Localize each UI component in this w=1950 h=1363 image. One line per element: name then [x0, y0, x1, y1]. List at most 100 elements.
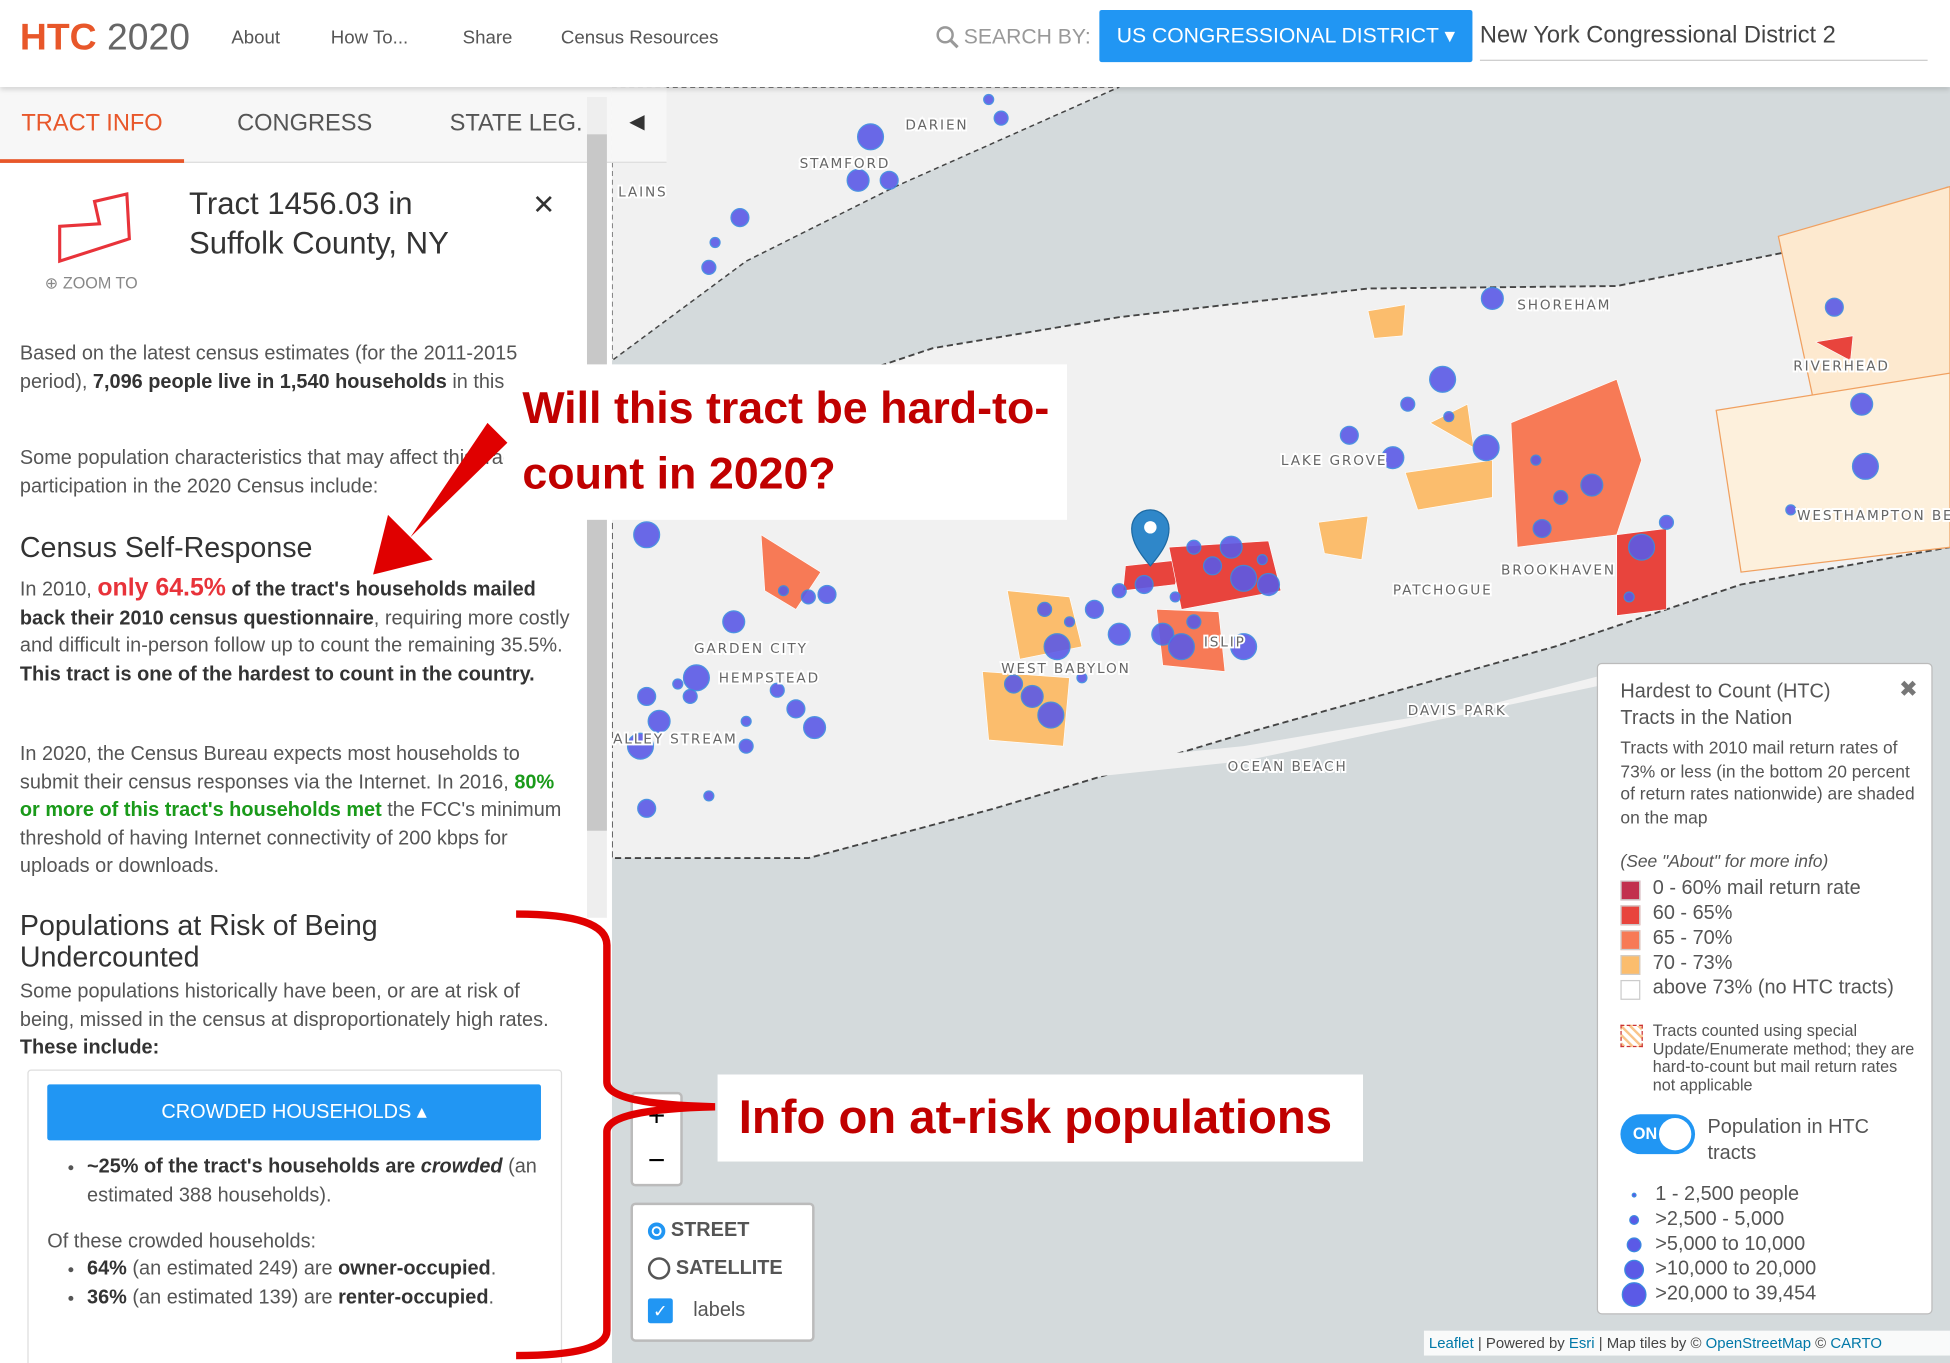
nav-link[interactable]: About — [231, 27, 281, 49]
population-dot — [1824, 297, 1844, 317]
population-dot — [1580, 473, 1604, 497]
link[interactable]: Esri — [1568, 1334, 1595, 1352]
nav-link[interactable]: Census Resources — [560, 27, 719, 49]
legend-special: Tracts counted using special Update/Enum… — [1652, 1021, 1915, 1094]
legend-label: 0 - 60% mail return rate — [1652, 877, 1861, 900]
text-italic: crowded — [420, 1156, 503, 1178]
population-dot — [1339, 425, 1359, 445]
population-dot — [701, 259, 717, 275]
tab[interactable]: STATE LEG. — [449, 110, 583, 137]
size-label: >10,000 to 20,000 — [1655, 1258, 1817, 1280]
logo[interactable]: HTC 2020 — [20, 17, 190, 59]
close-button[interactable]: ✕ — [532, 189, 556, 221]
special-swatch — [1620, 1024, 1643, 1048]
population-dot — [983, 93, 995, 106]
population-dot — [786, 699, 806, 719]
population-dot — [1230, 633, 1258, 661]
population-dot — [1063, 616, 1076, 628]
search-input[interactable]: New York Congressional District 2 — [1479, 22, 1928, 61]
population-dot — [803, 715, 827, 740]
htc-tract — [1367, 304, 1406, 339]
htc-tract — [1814, 335, 1854, 362]
population-dot — [1134, 574, 1154, 595]
population-dot — [672, 678, 684, 690]
paragraph: In 2010, only 64.5% of the tract's house… — [20, 575, 573, 689]
population-dot — [879, 170, 899, 190]
collapse-button[interactable]: ◀ — [629, 111, 645, 134]
bullet-list: ~25% of the tract's households are crowd… — [47, 1154, 584, 1210]
htc-tract — [1317, 515, 1369, 560]
place-label: DARIEN — [905, 117, 968, 133]
section-heading: Census Self-Response — [19, 531, 313, 564]
population-dot — [1003, 674, 1024, 694]
population-dot — [1169, 591, 1181, 603]
place-label: GARDEN CITY — [694, 641, 808, 657]
place-label: DAVIS PARK — [1408, 703, 1507, 719]
text: In 2020, the Census Bureau expects most … — [19, 743, 520, 793]
place-label: LAKE GROVE — [1281, 453, 1387, 469]
population-dot — [777, 585, 790, 597]
annotation: Will this tract be hard-to-count in 2020… — [503, 364, 1068, 520]
population-dot — [1429, 365, 1457, 393]
population-dot — [1628, 533, 1656, 561]
sidebar: TRACT INFO CONGRESS STATE LEG. ⊕ ZOOM TO… — [0, 87, 612, 1363]
population-dot — [1020, 684, 1044, 708]
population-dot — [1850, 392, 1874, 416]
population-dot — [1785, 504, 1797, 516]
text-bold: 7,096 people live in 1,540 households — [92, 371, 447, 393]
land — [970, 671, 1620, 789]
legend-swatch — [1620, 905, 1641, 926]
place-label: PATCHOGUE — [1393, 582, 1493, 598]
population-dot — [1230, 564, 1258, 592]
population-dot — [682, 688, 698, 705]
land — [611, 87, 1120, 362]
layer-label: SATELLITE — [675, 1257, 783, 1279]
text-bold: This tract is one of the hardest to coun… — [19, 663, 535, 685]
population-dot — [1186, 539, 1202, 555]
link[interactable]: Leaflet — [1428, 1334, 1474, 1352]
link[interactable]: CARTO — [1830, 1334, 1883, 1352]
zoom-control[interactable]: + − — [630, 1091, 683, 1187]
paragraph: Some population characteristics that may… — [19, 447, 533, 497]
place-label: ISLIP — [1204, 635, 1246, 651]
size-label: 1 - 2,500 people — [1655, 1183, 1800, 1206]
bullet: 64% (an estimated 249) are owner-occupie… — [87, 1256, 497, 1284]
search-dropdown[interactable]: US CONGRESSIONAL DISTRICT ▾ — [1099, 9, 1473, 63]
text-bold: renter-occupied — [338, 1286, 489, 1308]
nav-link[interactable]: How To... — [330, 27, 409, 49]
layer-option[interactable]: ✓ labels — [647, 1298, 745, 1324]
legend-swatch — [1620, 955, 1641, 975]
legend-swatch — [1620, 930, 1641, 951]
zoom-to[interactable]: ⊕ ZOOM TO — [44, 273, 138, 293]
htc-tract — [1510, 378, 1642, 548]
layer-option[interactable]: SATELLITE — [647, 1257, 783, 1280]
toggle[interactable]: ON — [1620, 1114, 1696, 1155]
special-area — [1777, 185, 1950, 424]
button-text: CROWDED HOUSEHOLDS — [161, 1101, 412, 1123]
text: © — [1811, 1334, 1831, 1352]
population-dot — [1851, 452, 1879, 480]
population-dot — [993, 110, 1009, 126]
paragraph: Of these crowded households: — [47, 1231, 317, 1253]
tract-title: Tract 1456.03 in Suffolk County, NY — [189, 186, 449, 262]
highlight: 80% or more of this tract's households m… — [19, 771, 555, 821]
population-dot — [722, 610, 746, 634]
bullet: 36% (an estimated 139) are renter-occupi… — [87, 1284, 497, 1312]
legend-close[interactable]: ✖ — [1899, 676, 1918, 702]
layer-option[interactable]: STREET — [647, 1220, 749, 1242]
tab-active[interactable]: TRACT INFO — [0, 87, 185, 163]
paragraph: In 2020, the Census Bureau expects most … — [20, 741, 573, 881]
population-dot — [1553, 489, 1569, 506]
accordion-button[interactable]: CROWDED HOUSEHOLDS ▴ — [47, 1084, 541, 1141]
nav-link[interactable]: Share — [462, 27, 513, 49]
text: Based on the latest census estimates (fo… — [19, 343, 518, 393]
tab[interactable]: CONGRESS — [237, 110, 373, 137]
population-dot — [1658, 514, 1675, 530]
population-dot — [1400, 396, 1416, 412]
toggle-text: ON — [1632, 1124, 1658, 1143]
population-dot — [1186, 614, 1202, 630]
population-dot — [1256, 572, 1281, 597]
population-dot — [800, 589, 816, 605]
population-dot — [1443, 411, 1455, 423]
link[interactable]: OpenStreetMap — [1705, 1334, 1812, 1352]
